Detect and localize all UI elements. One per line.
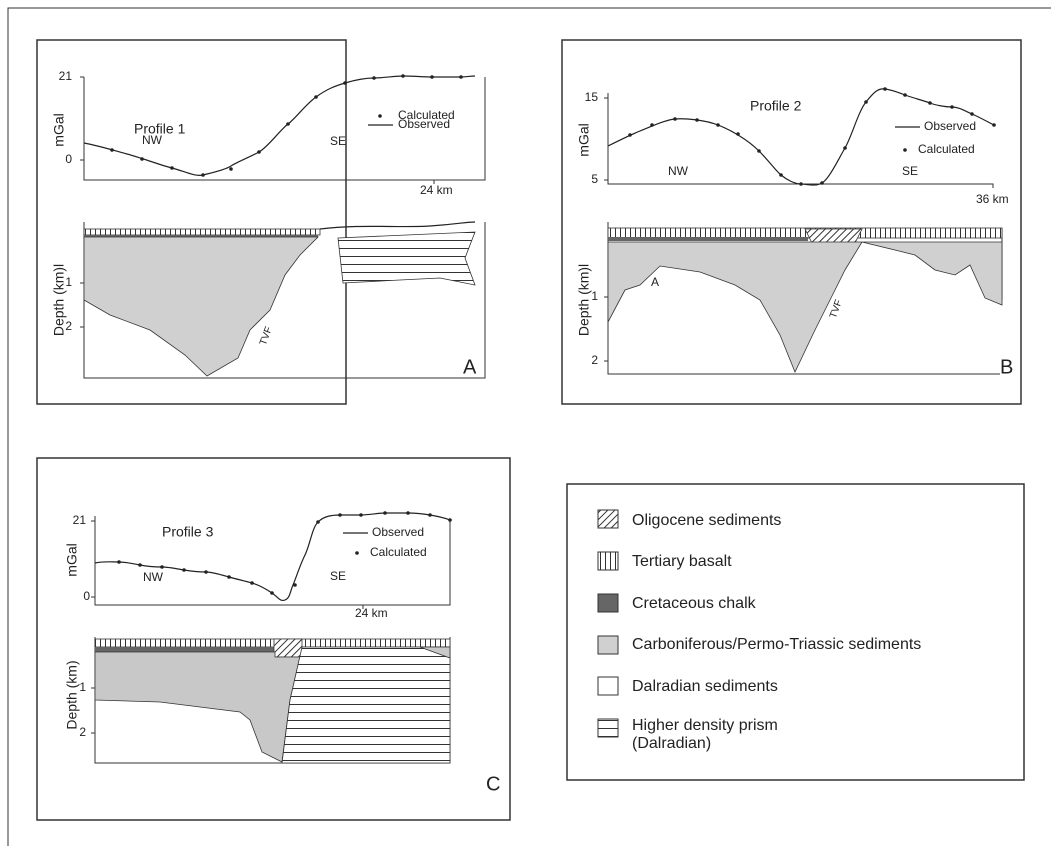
- figure: 21 0 mGal Profile 1 NW SE Observed Calcu…: [0, 0, 1051, 846]
- basin: [862, 242, 1002, 305]
- panel-label: A: [463, 356, 477, 378]
- tick-label: 2: [79, 725, 86, 739]
- tick-label: 0: [83, 589, 90, 603]
- tick-label: 24 km: [355, 606, 388, 620]
- axis-label: Depth (km)l: [576, 264, 592, 336]
- tick-label: 24 km: [420, 183, 453, 197]
- profile-title: Profile 3: [162, 524, 214, 540]
- oligocene: [274, 639, 302, 657]
- axis-label: mGal: [576, 123, 592, 156]
- axis-label: Depth (km)l: [51, 264, 67, 336]
- key-dot: [355, 551, 359, 555]
- legend-label: (Dalradian): [632, 735, 711, 752]
- tick-label: 1: [79, 680, 86, 694]
- oligocene: [805, 229, 862, 243]
- direction-label: SE: [330, 134, 346, 148]
- direction-label: NW: [142, 133, 163, 147]
- key-label: Calculated: [398, 108, 455, 122]
- chalk: [95, 647, 275, 652]
- panel-label: C: [486, 773, 500, 795]
- tick-label: 5: [591, 172, 598, 186]
- panel-a: 21 0 mGal Profile 1 NW SE Observed Calcu…: [37, 40, 485, 404]
- basin-label: A: [651, 275, 659, 289]
- legend-label: Dalradian sediments: [632, 678, 778, 695]
- axis-label: Depth (km): [64, 660, 80, 729]
- legend: Oligocene sediments Tertiary basalt Cret…: [567, 484, 1024, 780]
- chalk: [608, 237, 808, 241]
- swatch: [598, 510, 618, 528]
- basin: [84, 237, 318, 376]
- axis-label: mGal: [51, 113, 67, 146]
- tick-label: 15: [585, 90, 599, 104]
- axis-label: mGal: [64, 543, 80, 576]
- basalt: [95, 639, 450, 647]
- direction-label: NW: [143, 570, 164, 584]
- key-dot: [378, 114, 382, 118]
- swatch: [598, 552, 618, 570]
- panel-c: 21 0 mGal Profile 3 NW SE Observed Calcu…: [37, 458, 510, 820]
- panel-b: 15 5 mGal Profile 2 NW SE Observed Calcu…: [562, 40, 1021, 404]
- basin: [95, 652, 300, 762]
- key-label: Calculated: [370, 545, 427, 559]
- fault-label: TVF: [828, 298, 845, 320]
- basalt: [84, 229, 320, 235]
- tick-label: 2: [591, 353, 598, 367]
- legend-label: Tertiary basalt: [632, 553, 732, 570]
- tick-label: 36 km: [976, 192, 1009, 206]
- panel-label: B: [1000, 356, 1013, 378]
- tick-label: 1: [591, 289, 598, 303]
- profile-title: Profile 2: [750, 98, 802, 114]
- swatch: [598, 719, 618, 737]
- direction-label: SE: [330, 569, 346, 583]
- legend-label: Cretaceous chalk: [632, 595, 757, 612]
- key-label: Observed: [924, 119, 976, 133]
- key-label: Calculated: [918, 142, 975, 156]
- surface: [320, 222, 475, 229]
- legend-label: Oligocene sediments: [632, 512, 781, 529]
- basin: [608, 242, 862, 372]
- swatch: [598, 677, 618, 695]
- key-dot: [903, 148, 907, 152]
- direction-label: SE: [902, 164, 918, 178]
- legend-label: Carboniferous/Permo-Triassic sediments: [632, 636, 921, 653]
- fault-label: TVF: [258, 325, 275, 347]
- dense-prism: [282, 647, 450, 763]
- tick-label: 0: [65, 152, 72, 166]
- tick-label: 21: [73, 513, 87, 527]
- key-label: Observed: [372, 525, 424, 539]
- dense-prism: [338, 232, 475, 285]
- swatch: [598, 636, 618, 654]
- swatch: [598, 594, 618, 612]
- direction-label: NW: [668, 164, 689, 178]
- legend-label: Higher density prism: [632, 717, 778, 734]
- tick-label: 21: [59, 69, 73, 83]
